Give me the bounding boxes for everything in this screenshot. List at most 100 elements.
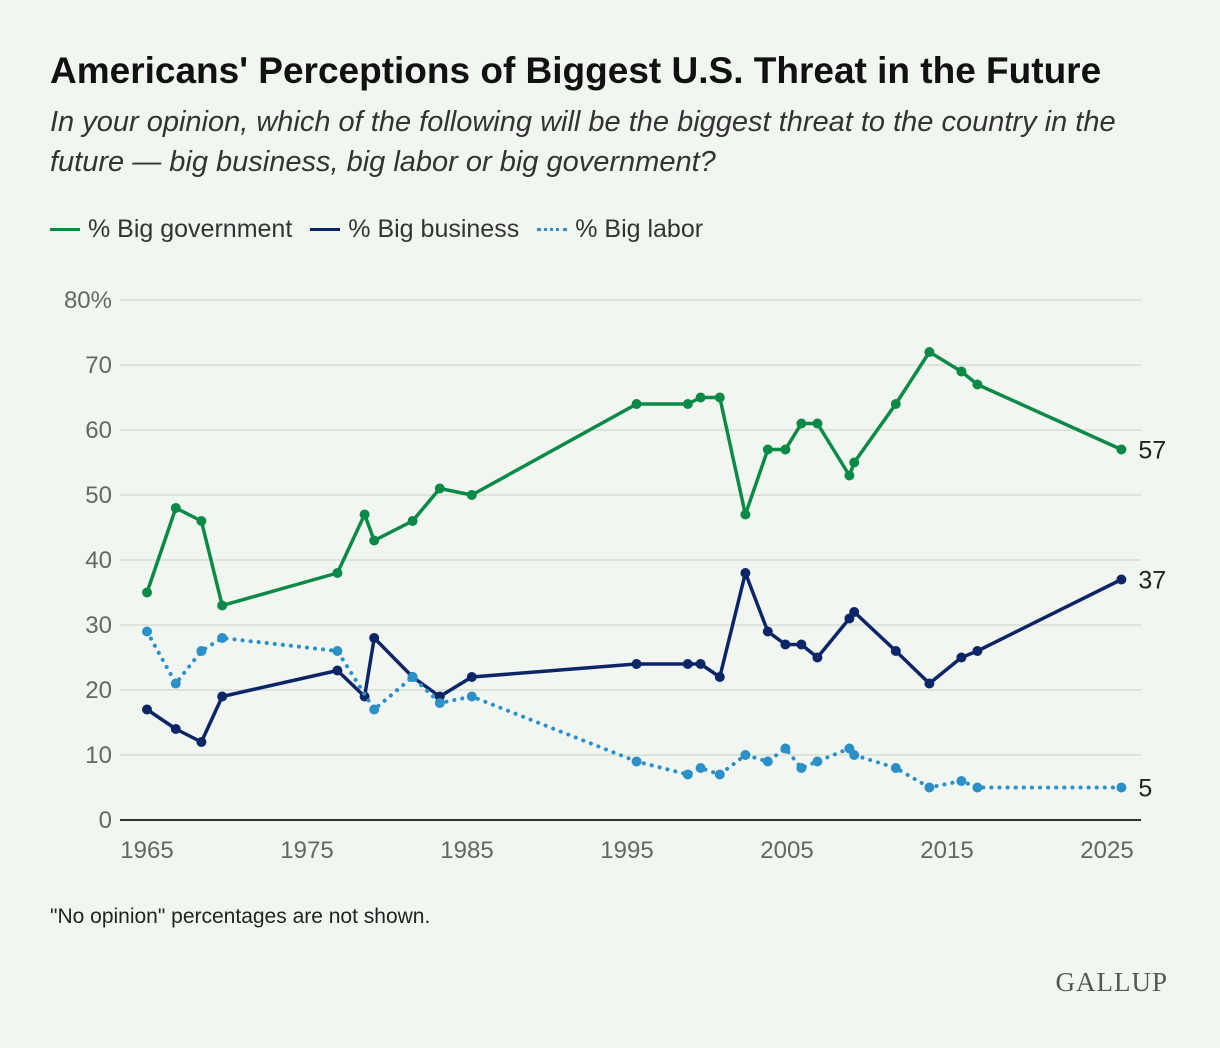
y-tick-label: 80% — [64, 287, 112, 314]
chart-title: Americans' Perceptions of Biggest U.S. T… — [50, 50, 1102, 91]
data-point — [631, 399, 642, 409]
legend-swatch — [537, 228, 568, 231]
chart-subtitle: In your opinion, which of the following … — [50, 106, 1116, 178]
data-point — [142, 704, 152, 715]
data-point — [849, 607, 860, 617]
data-point — [332, 665, 343, 676]
data-point — [714, 392, 725, 403]
data-point — [972, 782, 983, 793]
data-point — [762, 444, 773, 455]
data-point — [780, 639, 791, 650]
data-point — [1116, 574, 1127, 585]
data-point — [631, 756, 642, 767]
data-point — [890, 646, 901, 656]
data-point — [196, 737, 207, 747]
legend-item-big-business: % Big business — [310, 215, 519, 244]
legend-item-big-labor: % Big labor — [537, 215, 703, 244]
data-point — [890, 399, 901, 409]
y-tick-label: 60 — [85, 417, 112, 444]
legend-label: % Big government — [88, 215, 293, 243]
data-point — [956, 652, 967, 663]
x-tick-label: 1965 — [120, 837, 173, 864]
data-point — [359, 691, 370, 702]
data-point — [170, 724, 181, 734]
data-point — [972, 646, 983, 656]
gallup-logo: GALLUP — [1055, 967, 1168, 997]
data-point — [369, 633, 380, 643]
data-point — [740, 509, 751, 520]
data-point — [196, 516, 207, 526]
data-point — [631, 659, 642, 669]
x-tick-label: 2025 — [1080, 837, 1133, 864]
x-tick-label: 2005 — [760, 837, 813, 864]
data-point — [695, 392, 706, 403]
data-point — [762, 626, 773, 637]
y-tick-label: 10 — [85, 742, 112, 769]
data-point — [695, 659, 706, 669]
data-point — [434, 483, 445, 494]
data-point — [434, 698, 445, 708]
data-point — [796, 763, 807, 773]
data-point — [956, 776, 967, 786]
data-point — [1116, 444, 1127, 455]
data-point — [170, 503, 181, 513]
legend-swatch — [310, 228, 341, 231]
data-point — [217, 691, 228, 702]
data-point — [359, 509, 370, 520]
data-point — [682, 659, 693, 669]
data-point — [780, 743, 791, 754]
x-tick-label: 1975 — [280, 837, 333, 864]
data-point — [217, 633, 228, 643]
data-point — [369, 704, 380, 715]
data-point — [695, 763, 706, 773]
legend-swatch — [50, 228, 80, 231]
x-tick-label: 1995 — [600, 837, 653, 864]
y-tick-label: 30 — [85, 612, 112, 639]
data-point — [924, 347, 935, 357]
data-point — [407, 672, 418, 682]
y-tick-label: 20 — [85, 677, 112, 704]
series-line-1 — [145, 571, 1124, 744]
data-point — [796, 639, 807, 650]
data-point — [924, 782, 935, 793]
data-point — [170, 678, 181, 689]
end-label: 37 — [1138, 567, 1166, 595]
data-point — [332, 568, 343, 578]
data-point — [682, 399, 693, 409]
x-tick-label: 2015 — [920, 837, 973, 864]
legend-label: % Big business — [348, 215, 520, 243]
y-tick-label: 70 — [85, 352, 112, 379]
data-point — [780, 444, 791, 455]
data-point — [682, 769, 693, 780]
data-point — [796, 418, 807, 429]
series-line-0 — [145, 350, 1124, 608]
data-point — [740, 568, 751, 578]
footnote: "No opinion" percentages are not shown. — [50, 905, 431, 928]
y-tick-label: 50 — [85, 482, 112, 509]
data-point — [142, 587, 152, 598]
y-tick-label: 40 — [85, 547, 112, 574]
end-label: 57 — [1138, 437, 1166, 465]
data-point — [849, 750, 860, 760]
data-point — [217, 600, 228, 611]
legend-label: % Big labor — [575, 215, 704, 243]
data-point — [1116, 782, 1127, 793]
data-point — [812, 756, 823, 767]
data-point — [714, 769, 725, 780]
data-point — [812, 418, 823, 429]
data-point — [890, 763, 901, 773]
data-point — [466, 672, 477, 682]
data-point — [196, 646, 207, 656]
data-point — [812, 652, 823, 663]
y-tick-label: 0 — [99, 807, 112, 834]
end-label: 5 — [1138, 775, 1152, 803]
data-point — [924, 678, 935, 689]
data-point — [466, 490, 477, 500]
data-point — [466, 691, 477, 702]
data-point — [332, 646, 343, 656]
legend-item-big-government: % Big government — [50, 215, 292, 244]
data-point — [369, 535, 380, 546]
legend: % Big government % Big business % Big la… — [50, 215, 703, 244]
data-point — [714, 672, 725, 682]
